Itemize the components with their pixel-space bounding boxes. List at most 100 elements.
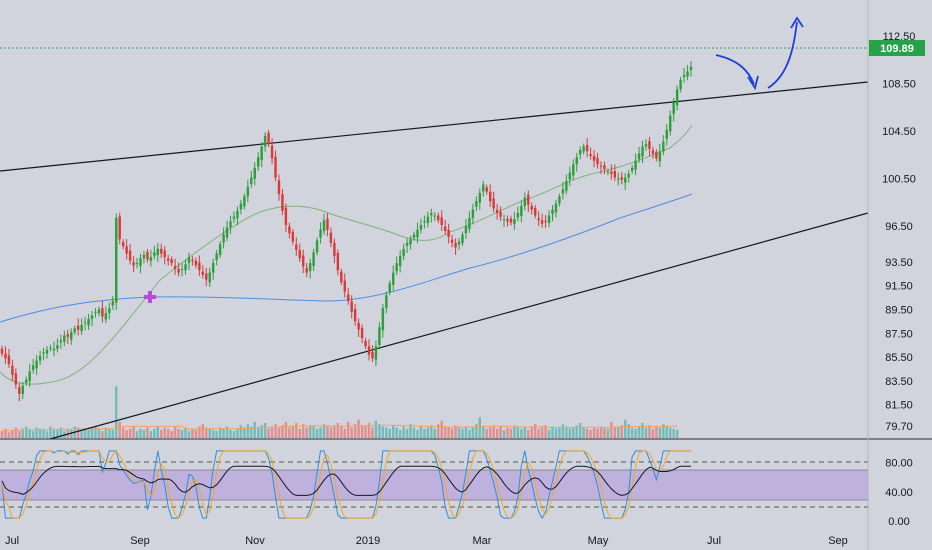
candle (246, 179, 250, 203)
volume-bar (4, 428, 7, 438)
volume-bar (475, 424, 478, 438)
volume-bar (170, 431, 173, 438)
candle (229, 215, 232, 234)
volume-bar (173, 426, 177, 438)
volume-bar (253, 421, 256, 438)
candle (308, 258, 312, 279)
volume-bar (326, 426, 329, 438)
volume-bar (443, 426, 447, 438)
volume-bar (38, 428, 42, 438)
candle (405, 238, 409, 254)
projection-arrow-up (767, 21, 798, 89)
candle (374, 340, 378, 367)
candle (115, 213, 118, 310)
candle (347, 287, 350, 305)
candle (624, 173, 627, 190)
candle (516, 206, 520, 222)
volume-bar (617, 427, 620, 438)
volume-bar (139, 428, 142, 438)
candle (360, 324, 364, 344)
volume-bar (357, 419, 360, 438)
volume-bar (305, 427, 308, 438)
volume-bar (97, 428, 101, 438)
volume-moving-average (1, 424, 678, 432)
last-price-badge (869, 40, 925, 56)
oscillator-axis[interactable]: 80.00 40.00 0.00 (885, 458, 913, 528)
volume-bar (575, 425, 578, 438)
volume-bar (295, 423, 298, 438)
volume-bar (374, 420, 378, 438)
candle (63, 330, 66, 347)
candle (409, 235, 412, 250)
volume-bar (229, 429, 232, 438)
candle (682, 67, 686, 83)
candle (305, 262, 308, 277)
support-trendline (49, 212, 869, 440)
candle (426, 211, 430, 228)
candle (7, 348, 11, 368)
volume-bar (385, 427, 388, 438)
volume-bar (104, 427, 108, 438)
price-tick-label: 79.70 (885, 421, 913, 433)
candle (59, 334, 63, 349)
candle (312, 248, 315, 272)
candle (184, 259, 187, 275)
candle (11, 359, 14, 382)
time-tick-label: Sep (828, 535, 848, 547)
volume-bar (533, 424, 537, 438)
volume-bar (246, 424, 250, 438)
candle (284, 203, 288, 233)
candle (288, 222, 291, 239)
volume-bar (447, 427, 450, 438)
volume-bar (648, 425, 651, 438)
candle (329, 227, 333, 248)
candle (630, 164, 634, 174)
candle (336, 249, 340, 276)
candle (495, 203, 499, 220)
volume-bar (108, 428, 111, 438)
candle (191, 256, 194, 266)
volume-bar (128, 428, 132, 438)
moving-average-50 (0, 124, 693, 385)
volume-bar (582, 427, 585, 438)
candle (669, 110, 672, 136)
time-axis[interactable]: Jul Sep Nov 2019 Mar May Jul Sep (5, 535, 848, 547)
candle (94, 308, 97, 318)
price-tick-label: 112.50 (883, 31, 916, 43)
price-tick-label: 96.50 (885, 221, 913, 233)
volume-bar (423, 428, 426, 438)
volume-bar (142, 429, 146, 438)
volume-bar (7, 432, 11, 438)
main-pane[interactable] (0, 16, 869, 440)
volume-bar (201, 424, 205, 438)
candle (28, 364, 31, 387)
volume-bar (492, 425, 495, 438)
volume-bar (641, 423, 644, 438)
volume-bar (381, 426, 385, 438)
candle (128, 244, 132, 265)
volume-bar (347, 421, 350, 438)
candle (364, 337, 367, 350)
time-tick-label: Mar (473, 535, 492, 547)
candle (558, 193, 561, 207)
candle (350, 295, 353, 319)
volume-bar (211, 429, 215, 438)
price-axis[interactable]: 112.50 108.50 104.50 100.50 96.50 93.50 91.50 8… (867, 0, 925, 550)
candle (502, 214, 506, 227)
volume-bar (28, 429, 31, 438)
candle (239, 199, 243, 215)
candle (45, 346, 49, 359)
price-tick-label: 87.50 (885, 328, 913, 340)
volume-bar (218, 427, 222, 438)
candle (665, 123, 668, 146)
candle (108, 302, 111, 320)
candle (561, 182, 565, 200)
volume-bar (610, 421, 613, 438)
oscillator-pane[interactable] (0, 450, 868, 520)
candle (232, 211, 236, 223)
volume-bar (450, 428, 454, 438)
volume-bar (558, 427, 561, 438)
candle (302, 249, 305, 274)
candle (21, 381, 24, 400)
